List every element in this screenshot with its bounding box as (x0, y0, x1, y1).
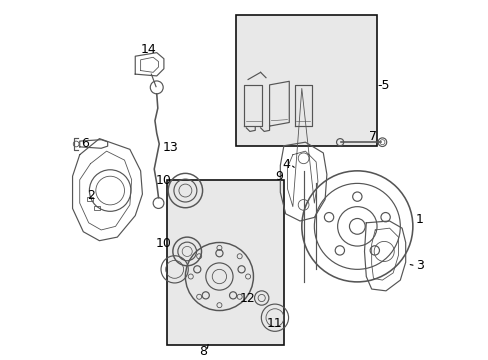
Text: -5: -5 (377, 79, 389, 92)
Text: 3: 3 (415, 259, 423, 272)
Bar (167, 180, 284, 345)
Text: 6: 6 (81, 138, 88, 150)
Text: 1: 1 (415, 213, 423, 226)
Text: 7: 7 (368, 130, 376, 143)
Text: 4: 4 (282, 158, 290, 171)
Text: 13: 13 (163, 141, 178, 154)
Text: 10: 10 (155, 237, 171, 250)
Bar (94, 206, 101, 210)
Text: 14: 14 (141, 43, 157, 56)
Bar (235, 15, 376, 146)
Text: 10: 10 (155, 174, 171, 187)
Text: 2: 2 (87, 189, 95, 202)
Text: 12: 12 (239, 292, 255, 305)
Text: 8: 8 (199, 345, 206, 357)
Text: 11: 11 (266, 317, 282, 330)
Bar (87, 197, 93, 201)
Text: 9: 9 (275, 170, 283, 184)
